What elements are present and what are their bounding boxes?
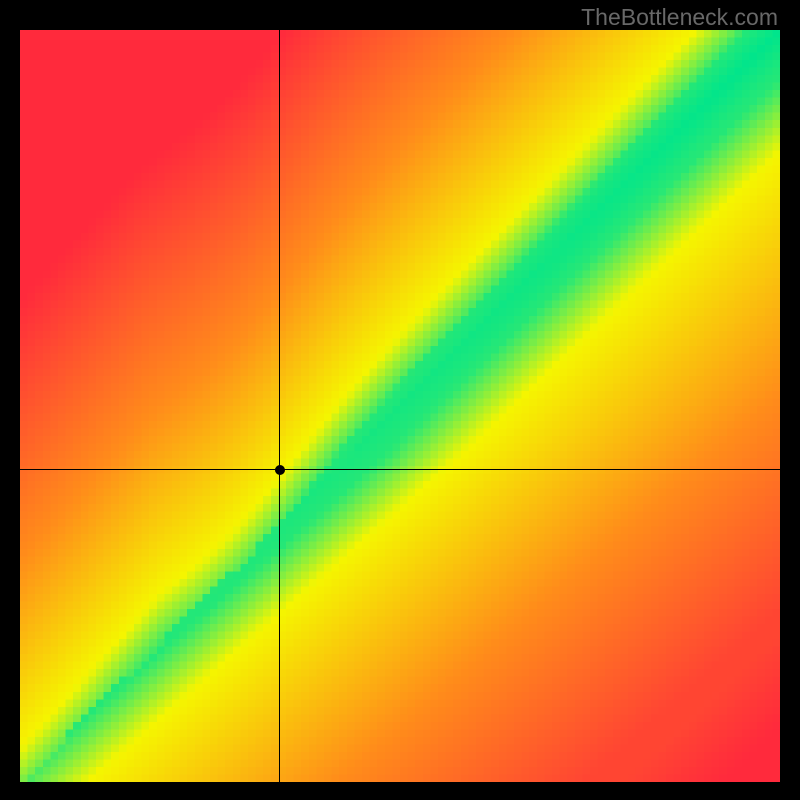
- bottleneck-heatmap: [20, 30, 780, 782]
- crosshair-dot: [275, 465, 285, 475]
- crosshair-horizontal: [20, 469, 780, 470]
- crosshair-vertical: [279, 30, 280, 782]
- chart-container: TheBottleneck.com: [0, 0, 800, 800]
- watermark-text: TheBottleneck.com: [581, 4, 778, 31]
